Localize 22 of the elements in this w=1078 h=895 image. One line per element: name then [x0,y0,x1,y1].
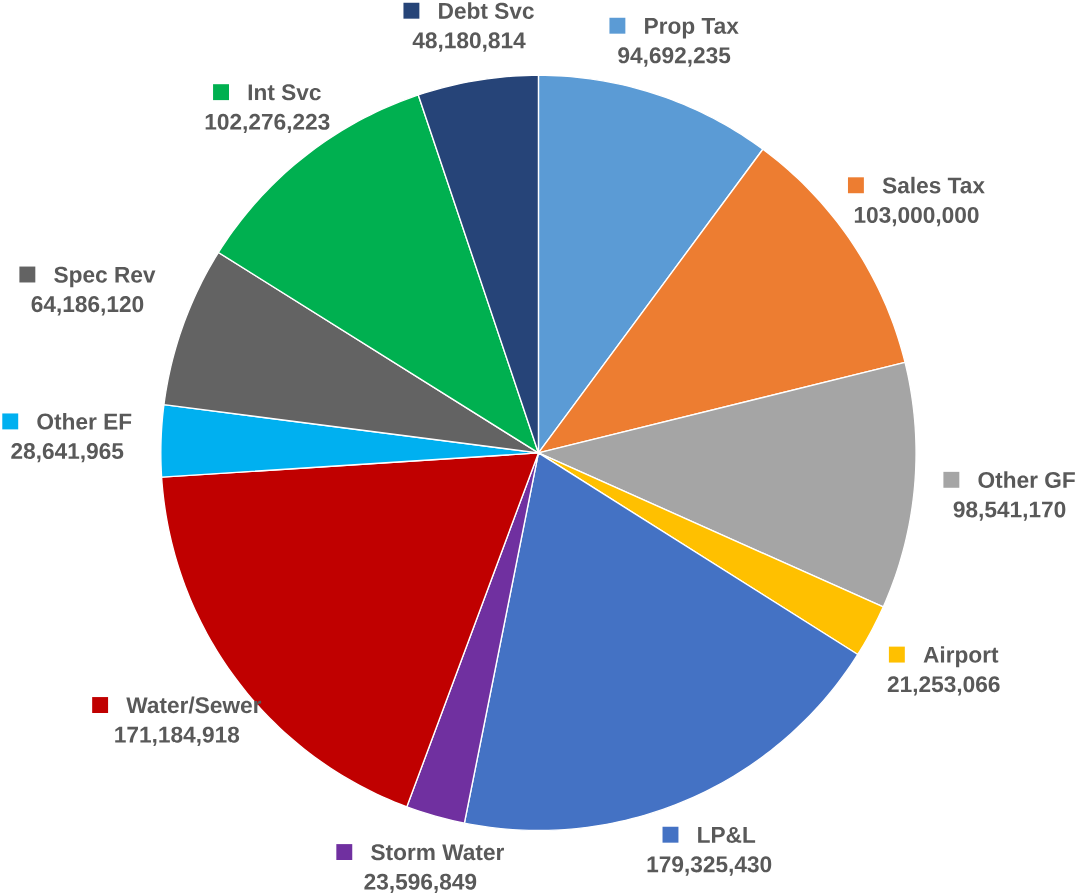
data-label: 28,641,965 [11,442,124,463]
data-label: 102,276,223 [205,113,330,133]
legend-label: Storm Water [371,844,505,861]
data-label: 23,596,849 [364,873,477,893]
data-label: 64,186,120 [31,295,144,316]
legend-label: Sales Tax [882,176,985,194]
legend-label: Other EF [37,412,132,430]
legend-label: Water/Sewer [126,696,262,714]
legend-label: LP&L [698,826,756,843]
data-label: 103,000,000 [854,206,979,227]
legend-label: Prop Tax [645,17,739,39]
data-label: 94,692,235 [618,47,731,67]
legend-label: Debt Svc [439,2,534,19]
data-label: 98,541,170 [953,501,1066,521]
data-label: 48,180,814 [412,32,526,52]
legend-label: Spec Rev [54,266,156,288]
legend-label: Airport [923,646,999,668]
legend-label: Other GF [978,471,1075,488]
data-label: 179,325,430 [647,856,772,876]
data-label: 171,184,918 [115,726,240,746]
legend-label: Int Svc [248,84,321,101]
data-label: 21,253,066 [887,676,1000,696]
